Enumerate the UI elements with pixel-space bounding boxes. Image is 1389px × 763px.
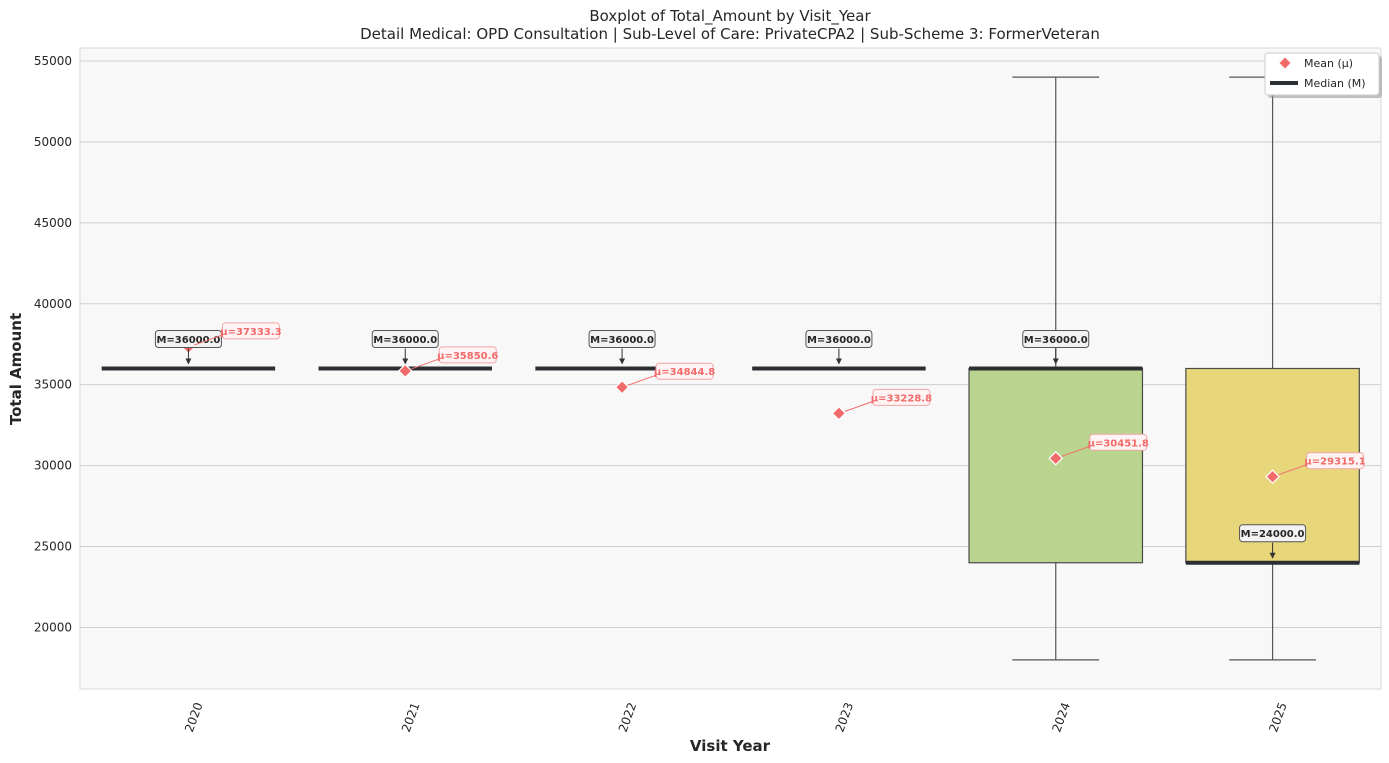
- mean-annotation-2023: μ=33228.8: [844, 388, 932, 412]
- x-tick-label: 2021: [399, 701, 423, 734]
- mean-arrow: [844, 400, 874, 412]
- median-arrowhead: [1052, 358, 1059, 365]
- median-label-box: [1022, 330, 1090, 348]
- mean-annotation-2020: μ=37333.3: [194, 322, 282, 346]
- mean-label: μ=35850.6: [437, 351, 498, 362]
- mean-arrow: [1278, 464, 1307, 476]
- legend-label-mean: Mean (μ): [1304, 57, 1353, 70]
- x-tick-label: 2025: [1266, 701, 1290, 734]
- legend-mean-marker: [1279, 57, 1291, 69]
- x-tick-label: 2022: [616, 701, 640, 734]
- annotations: M=36000.0μ=37333.3M=36000.0μ=35850.6M=36…: [154, 322, 1366, 559]
- x-axis-label: Visit Year: [690, 737, 771, 755]
- x-axis-ticks: 2020 2021 2022 2023 2024 2025: [182, 701, 1290, 734]
- x-tick-label: 2024: [1049, 701, 1073, 734]
- mean-marker: [1265, 469, 1280, 485]
- mean-label: μ=30451.8: [1088, 438, 1149, 449]
- mean-arrow: [194, 334, 223, 346]
- median-label-box: [588, 330, 656, 348]
- mean-annotation-2022: μ=34844.8: [627, 362, 715, 386]
- mean-label-box: [1089, 433, 1148, 451]
- y-tick-label: 25000: [34, 540, 72, 554]
- mean-marker: [614, 379, 630, 395]
- x-tick-label: 2023: [833, 701, 857, 734]
- median-label-box: [154, 330, 222, 348]
- mean-label-box: [221, 322, 280, 340]
- mean-label-box: [1306, 452, 1365, 470]
- median-annotation-2021: M=36000.0: [371, 330, 439, 365]
- median-arrowhead: [402, 358, 409, 365]
- median-label: M=36000.0: [373, 335, 437, 346]
- box-2024: [968, 76, 1144, 661]
- mean-label: μ=29315.1: [1304, 457, 1365, 468]
- y-axis-label: Total Amount: [7, 313, 25, 425]
- median-annotation-2024: M=36000.0: [1022, 330, 1090, 365]
- median-label: M=36000.0: [807, 335, 871, 346]
- median-label: M=36000.0: [590, 335, 654, 346]
- box-2023: [752, 366, 926, 421]
- median-annotation-2023: M=36000.0: [805, 330, 873, 365]
- mean-arrow: [1061, 445, 1090, 457]
- median-label: M=36000.0: [1024, 335, 1088, 346]
- median-label-box: [1239, 524, 1307, 543]
- mean-annotation-2025: μ=29315.1: [1278, 452, 1366, 476]
- y-tick-label: 50000: [34, 135, 72, 149]
- mean-marker: [831, 406, 847, 421]
- median-label-box: [805, 330, 873, 348]
- mean-marker: [1048, 450, 1064, 466]
- median-annotation-2020: M=36000.0: [154, 330, 222, 365]
- box-2021: [318, 363, 492, 379]
- median-arrowhead: [835, 358, 842, 365]
- y-tick-label: 35000: [34, 378, 72, 392]
- grid-lines: [80, 60, 1381, 628]
- plot-area: [79, 47, 1382, 690]
- x-tick-label: 2020: [182, 701, 206, 734]
- y-tick-label: 30000: [34, 459, 72, 473]
- legend: Mean (μ) Median (M): [1264, 52, 1382, 98]
- median-label-box: [371, 330, 439, 348]
- median-annotation-2025: M=24000.0: [1239, 524, 1307, 559]
- mean-label-box: [655, 362, 714, 380]
- mean-arrow: [411, 358, 440, 370]
- mean-label: μ=37333.3: [220, 327, 281, 338]
- mean-label-box: [872, 388, 931, 406]
- y-tick-label: 45000: [34, 216, 72, 230]
- legend-label-median: Median (M): [1304, 77, 1366, 90]
- mean-label: μ=34844.8: [654, 367, 715, 378]
- mean-label-box: [438, 346, 497, 364]
- y-axis-ticks: 20000 25000 30000 35000 40000 45000 50000 55000: [34, 54, 72, 635]
- y-tick-label: 20000: [34, 620, 72, 634]
- y-tick-label: 55000: [34, 54, 72, 68]
- mean-marker: [397, 363, 413, 379]
- mean-label: μ=33228.8: [871, 393, 932, 404]
- mean-arrow: [627, 374, 657, 386]
- median-label: M=36000.0: [156, 335, 220, 346]
- median-annotation-2022: M=36000.0: [588, 330, 656, 365]
- median-arrowhead: [619, 358, 626, 365]
- mean-annotation-2021: μ=35850.6: [411, 346, 498, 370]
- y-tick-label: 40000: [34, 297, 72, 311]
- median-label: M=24000.0: [1241, 529, 1305, 540]
- median-arrowhead: [185, 358, 192, 365]
- mean-annotation-2024: μ=30451.8: [1061, 433, 1149, 457]
- chart-title: Boxplot of Total_Amount by Visit_Year: [589, 7, 871, 26]
- median-arrowhead: [1269, 552, 1276, 559]
- chart-subtitle: Detail Medical: OPD Consultation | Sub-L…: [360, 25, 1100, 43]
